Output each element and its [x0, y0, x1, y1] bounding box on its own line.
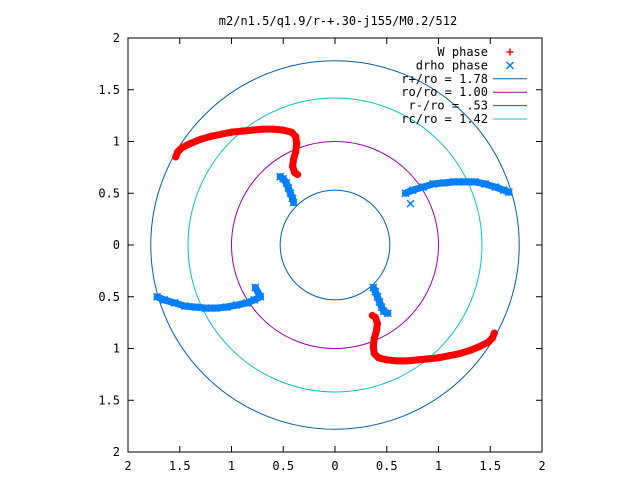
- legend-label-2: r+/ro = 1.78: [401, 72, 488, 86]
- series-1-band-38: [380, 307, 392, 317]
- x-tick-label-3: 0.5: [272, 459, 294, 473]
- legend-symbol-1-d2: [505, 61, 515, 70]
- series-1-band-31: [251, 283, 264, 301]
- y-tick-label-2: 1: [113, 135, 120, 149]
- legend-label-0: W phase: [437, 45, 488, 59]
- y-tick-label-8: 2: [113, 445, 120, 459]
- y-tick-label-6: 1: [113, 342, 120, 356]
- circle-1: [231, 141, 439, 349]
- legend-label-5: rc/ro = 1.42: [401, 112, 488, 126]
- data-points: [152, 125, 513, 365]
- y-tick-label-5: 0.5: [98, 290, 120, 304]
- circle-0: [150, 60, 520, 430]
- series-0-band-40: [368, 311, 379, 321]
- x-tick-label-6: 1: [435, 459, 442, 473]
- y-tick-label-7: 1.5: [98, 393, 120, 407]
- x-tick-label-8: 2: [538, 459, 545, 473]
- x-tick-label-4: 0: [331, 459, 338, 473]
- x-tick-label-1: 1.5: [169, 459, 191, 473]
- radius-circles: [150, 60, 520, 430]
- chart-title: m2/n1.5/q1.9/r-+.30-j155/M0.2/512: [219, 14, 457, 28]
- series-1-point-19-d2: [406, 199, 415, 208]
- y-tick-label-1: 1.5: [98, 83, 120, 97]
- y-tick-label-3: 0.5: [98, 186, 120, 200]
- legend-symbol-1: [505, 61, 515, 70]
- series-1-band-5: [289, 194, 298, 207]
- legend-label-1: drho phase: [416, 58, 488, 72]
- x-tick-label-2: 1: [228, 459, 235, 473]
- x-tick-label-0: 2: [124, 459, 131, 473]
- y-tick-label-0: 2: [113, 31, 120, 45]
- series-0-band-19: [291, 169, 302, 179]
- x-tick-label-5: 0.5: [376, 459, 398, 473]
- legend-label-3: ro/ro = 1.00: [401, 85, 488, 99]
- x-tick-label-7: 1.5: [479, 459, 501, 473]
- circle-2: [279, 189, 391, 301]
- series-1-band-17: [500, 186, 513, 196]
- legend-symbol-0: [506, 48, 514, 56]
- y-tick-label-4: 0: [113, 238, 120, 252]
- series-1-point-19: [406, 199, 415, 208]
- axis-ticks: 2 1.5 1 0.5 0 0.5 1 1.5 221.510.500.511.52: [98, 31, 545, 473]
- legend-label-4: r-/ro = .53: [409, 99, 488, 113]
- circle-3: [187, 97, 483, 393]
